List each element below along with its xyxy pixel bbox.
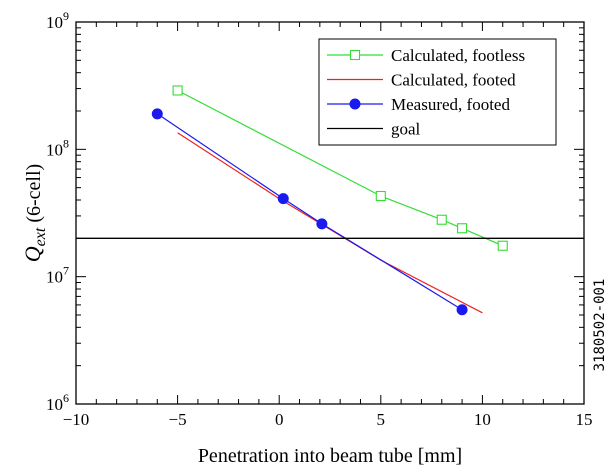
data-point-measured-footed <box>456 304 468 316</box>
legend-label-measured-footed: Measured, footed <box>391 95 510 114</box>
series-line-calculated-footed <box>177 132 483 314</box>
x-tick-label: 10 <box>474 410 491 429</box>
y-axis-title: Qext (6-cell) <box>20 164 49 262</box>
y-tick-base: 10 <box>46 140 63 159</box>
y-axis-title-main: Q <box>20 246 45 262</box>
data-point-measured-footed <box>316 218 328 230</box>
x-tick-label: −10 <box>63 410 90 429</box>
y-axis-title-sub: ext <box>32 227 49 246</box>
y-tick-base: 10 <box>46 395 63 414</box>
y-tick-exponent: 7 <box>63 264 69 278</box>
y-tick-base: 10 <box>46 13 63 32</box>
legend-label-goal: goal <box>391 120 421 139</box>
series-line-measured-footed <box>156 113 463 311</box>
x-axis-title: Penetration into beam tube [mm] <box>198 445 462 467</box>
legend: Calculated, footless Calculated, footed Me… <box>318 38 557 146</box>
legend-label-calculated-footed: Calculated, footed <box>391 71 516 90</box>
plot-frame <box>75 21 585 405</box>
y-tick-label: 109 <box>46 9 69 32</box>
y-tick-label: 108 <box>46 136 69 159</box>
y-tick-label: 107 <box>46 264 69 287</box>
data-point-calculated-footless <box>497 240 508 251</box>
y-tick-label: 106 <box>46 391 69 414</box>
x-tick-label: 15 <box>576 410 593 429</box>
ticks-layer <box>75 21 585 405</box>
data-point-calculated-footless <box>457 223 468 234</box>
y-axis-title-rest: (6-cell) <box>23 164 45 228</box>
legend-label-calculated-footless: Calculated, footless <box>391 46 525 65</box>
data-point-measured-footed <box>277 193 289 205</box>
figure-id-label: 3180502-001 <box>592 279 608 372</box>
data-point-calculated-footless <box>375 190 386 202</box>
legend-marker-measured-footed <box>349 98 361 110</box>
y-tick-exponent: 9 <box>63 9 69 23</box>
x-tick-label: 0 <box>275 410 284 429</box>
series-layer <box>76 85 584 316</box>
data-point-measured-footed <box>151 108 163 120</box>
y-tick-exponent: 6 <box>63 391 69 405</box>
legend-marker-calculated-footless <box>349 49 361 61</box>
y-tick-exponent: 8 <box>63 136 69 150</box>
x-tick-label: −5 <box>169 410 187 429</box>
y-tick-base: 10 <box>46 268 63 287</box>
x-tick-label: 5 <box>377 410 386 429</box>
data-point-calculated-footless <box>172 85 183 96</box>
data-point-calculated-footless <box>436 214 447 225</box>
